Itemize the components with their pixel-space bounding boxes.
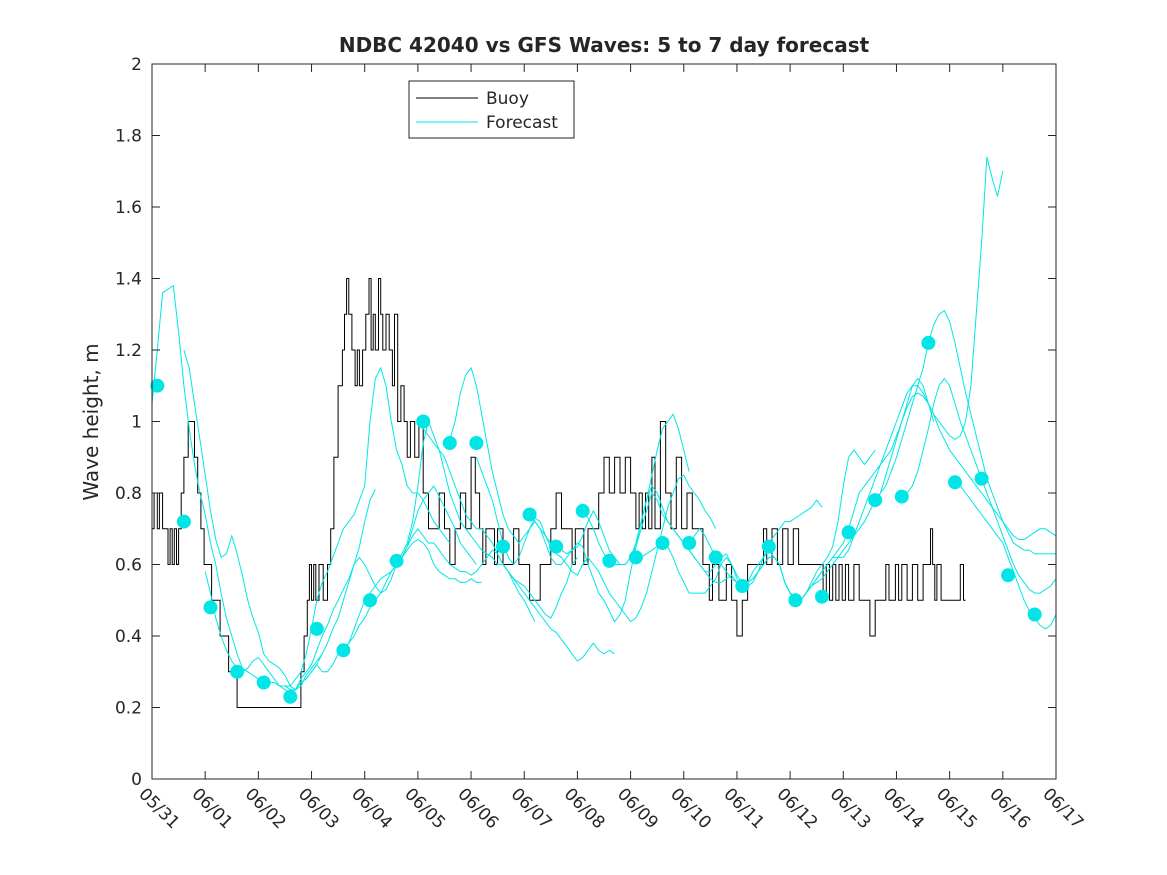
forecast-point-18 xyxy=(603,554,616,567)
y-tick-label: 1.2 xyxy=(115,341,142,361)
forecast-point-14 xyxy=(497,540,510,553)
legend-buoy-label: Buoy xyxy=(486,89,529,109)
y-tick-label: 0.4 xyxy=(115,627,142,647)
chart-title: NDBC 42040 vs GFS Waves: 5 to 7 day fore… xyxy=(339,33,870,57)
y-tick-label: 0.2 xyxy=(115,699,142,719)
y-tick-label: 0.8 xyxy=(115,484,142,504)
forecast-point-1 xyxy=(151,379,164,392)
forecast-point-23 xyxy=(736,580,749,593)
forecast-point-9 xyxy=(364,594,377,607)
forecast-point-7 xyxy=(310,622,323,635)
forecast-point-10 xyxy=(390,554,403,567)
forecast-point-13 xyxy=(470,437,483,450)
forecast-point-5 xyxy=(257,676,270,689)
forecast-point-16 xyxy=(550,540,563,553)
forecast-point-24 xyxy=(762,540,775,553)
forecast-point-12 xyxy=(443,437,456,450)
forecast-point-17 xyxy=(576,504,589,517)
y-tick-label: 2 xyxy=(131,55,142,75)
forecast-point-30 xyxy=(922,336,935,349)
y-tick-label: 1.8 xyxy=(115,127,142,147)
forecast-point-15 xyxy=(523,508,536,521)
figure-background xyxy=(0,0,1167,875)
y-tick-label: 1.4 xyxy=(115,270,142,290)
forecast-point-11 xyxy=(417,415,430,428)
y-axis-label: Wave height, m xyxy=(79,343,103,500)
legend: Buoy Forecast xyxy=(409,81,574,138)
forecast-point-8 xyxy=(337,644,350,657)
wave-height-chart: NDBC 42040 vs GFS Waves: 5 to 7 day fore… xyxy=(0,0,1167,875)
forecast-point-31 xyxy=(949,476,962,489)
forecast-point-27 xyxy=(842,526,855,539)
y-tick-label: 0 xyxy=(131,770,142,790)
y-tick-label: 0.6 xyxy=(115,556,142,576)
forecast-point-22 xyxy=(709,551,722,564)
legend-forecast-label: Forecast xyxy=(486,113,558,133)
forecast-point-20 xyxy=(656,537,669,550)
forecast-point-26 xyxy=(816,590,829,603)
forecast-point-6 xyxy=(284,690,297,703)
forecast-point-2 xyxy=(177,515,190,528)
y-tick-label: 1 xyxy=(131,413,142,433)
forecast-point-32 xyxy=(975,472,988,485)
forecast-point-21 xyxy=(683,537,696,550)
forecast-point-4 xyxy=(231,665,244,678)
forecast-point-29 xyxy=(895,490,908,503)
y-tick-label: 1.6 xyxy=(115,198,142,218)
forecast-point-28 xyxy=(869,494,882,507)
forecast-point-33 xyxy=(1002,569,1015,582)
forecast-point-19 xyxy=(629,551,642,564)
forecast-point-3 xyxy=(204,601,217,614)
forecast-point-25 xyxy=(789,594,802,607)
forecast-point-34 xyxy=(1028,608,1041,621)
